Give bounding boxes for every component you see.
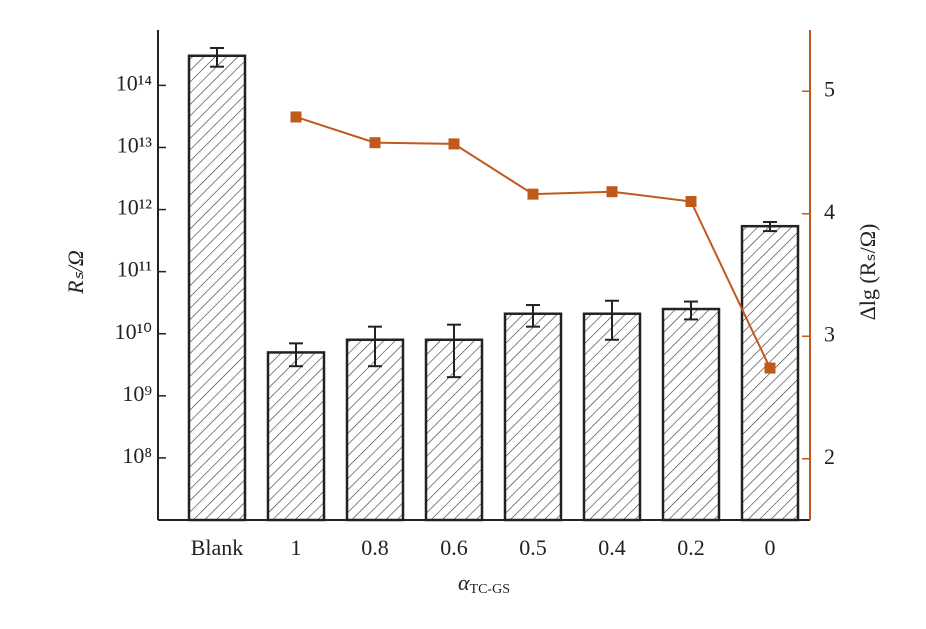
x-axis-label: αTC-GS — [458, 570, 510, 597]
point — [685, 196, 697, 207]
y2-tick-label: 5 — [824, 76, 835, 101]
y2-tick-label: 2 — [824, 444, 835, 469]
point — [448, 138, 460, 150]
bar — [503, 312, 563, 522]
x-tick-label: 0.4 — [598, 535, 626, 560]
x-tick-label: 0.8 — [361, 535, 389, 560]
x-label-symbol: α — [458, 570, 470, 595]
y-tick-label: 10¹⁴ — [116, 70, 153, 95]
bar — [661, 307, 721, 522]
y-tick-label: 10⁸ — [122, 443, 152, 468]
y-tick-label: 10¹² — [117, 195, 153, 220]
point — [369, 137, 381, 149]
y-axis-label: Rₛ/Ω — [63, 250, 88, 295]
x-label-subscript: TC-GS — [470, 582, 510, 597]
x-tick-label: 0 — [765, 535, 776, 560]
y2-tick-label: 4 — [824, 199, 835, 224]
point — [290, 111, 302, 123]
x-tick-label: 1 — [291, 535, 302, 560]
x-tick-label: 0.5 — [519, 535, 547, 560]
bar — [266, 351, 326, 522]
bar — [345, 338, 405, 522]
point — [764, 362, 776, 374]
y-tick-label: 10⁹ — [122, 381, 152, 406]
y2-tick-label: 3 — [824, 321, 835, 346]
x-tick-label: 0.2 — [677, 535, 705, 560]
y-tick-label: 10¹³ — [117, 133, 153, 158]
bar — [582, 312, 642, 522]
y-tick-label: 10¹⁰ — [115, 319, 153, 344]
x-tick-label: 0.6 — [440, 535, 468, 560]
y2-axis-label: Δlg (Rₛ/Ω) — [855, 224, 880, 321]
point — [527, 188, 539, 200]
y-tick-label: 10¹¹ — [117, 257, 152, 282]
point — [606, 186, 618, 198]
bar — [187, 54, 247, 522]
x-tick-label: Blank — [191, 535, 244, 560]
